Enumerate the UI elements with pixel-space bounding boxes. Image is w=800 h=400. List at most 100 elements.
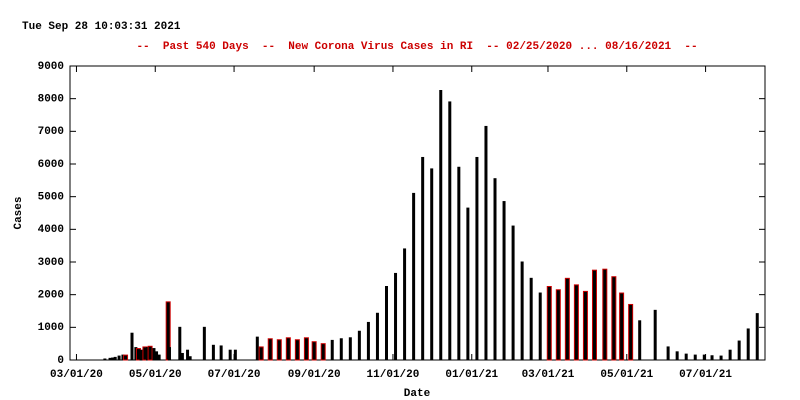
bar <box>311 341 317 361</box>
timestamp: Tue Sep 28 10:03:31 2021 <box>22 21 181 33</box>
bar <box>403 248 407 361</box>
bar <box>493 178 497 361</box>
y-tick-label: 4000 <box>38 224 64 236</box>
bar <box>157 354 161 361</box>
bar <box>320 343 326 361</box>
bar <box>384 286 388 361</box>
x-tick-label: 07/01/20 <box>208 369 261 381</box>
bar <box>602 268 608 361</box>
bar <box>421 156 425 361</box>
bar <box>448 101 452 361</box>
bar <box>366 321 370 361</box>
bar <box>276 339 282 361</box>
bar <box>186 349 190 361</box>
bar <box>520 261 524 361</box>
bar <box>684 353 688 361</box>
bar <box>357 330 361 361</box>
bar <box>348 337 352 361</box>
bar <box>294 339 300 361</box>
bar <box>233 349 237 361</box>
x-tick-label: 05/01/21 <box>600 369 653 381</box>
bar <box>117 355 121 361</box>
bar <box>188 356 192 361</box>
y-tick-label: 6000 <box>38 159 64 171</box>
y-tick-label: 9000 <box>38 61 64 73</box>
bar <box>111 357 115 361</box>
bar <box>591 269 597 361</box>
bar <box>228 349 232 361</box>
bar <box>737 340 741 361</box>
y-tick-label: 8000 <box>38 94 64 106</box>
bar <box>339 338 343 361</box>
bar <box>155 351 159 361</box>
bar <box>285 337 291 361</box>
bar <box>502 201 506 361</box>
bar <box>178 326 182 361</box>
bar <box>511 225 515 361</box>
bar <box>267 338 273 361</box>
bar <box>728 349 732 361</box>
bar <box>202 326 206 361</box>
chart-title: -- Past 540 Days -- New Corona Virus Cas… <box>136 41 697 53</box>
bar <box>564 277 570 361</box>
y-tick-label: 0 <box>57 355 64 367</box>
bar <box>555 289 561 361</box>
y-tick-label: 5000 <box>38 192 64 204</box>
bar <box>675 351 679 361</box>
x-axis-label: Date <box>404 388 431 400</box>
bar <box>475 156 479 361</box>
bar <box>538 292 542 361</box>
bar <box>330 339 334 361</box>
bar <box>710 355 714 361</box>
bar <box>303 337 309 361</box>
y-tick-label: 1000 <box>38 322 64 334</box>
bar <box>546 286 552 361</box>
x-tick-label: 01/01/21 <box>445 369 498 381</box>
y-tick-label: 7000 <box>38 126 64 138</box>
bar <box>130 332 134 361</box>
x-tick-label: 07/01/21 <box>679 369 732 381</box>
bar <box>702 354 706 361</box>
bar <box>123 354 129 361</box>
bar <box>573 284 579 361</box>
y-tick-label: 3000 <box>38 257 64 269</box>
bar <box>619 292 625 361</box>
x-tick-label: 09/01/20 <box>288 369 341 381</box>
bar <box>582 290 588 361</box>
bar <box>113 356 117 361</box>
x-tick-label: 05/01/20 <box>129 369 182 381</box>
bar <box>755 313 759 361</box>
x-tick-label: 03/01/21 <box>522 369 575 381</box>
x-tick-label: 11/01/20 <box>367 369 420 381</box>
bar <box>412 192 416 361</box>
bar <box>430 168 434 361</box>
bar <box>457 166 461 361</box>
bar <box>666 346 670 361</box>
bar <box>693 354 697 361</box>
y-axis-label: Cases <box>13 196 25 229</box>
bar <box>466 207 470 361</box>
bar <box>611 276 617 361</box>
bar <box>255 336 259 361</box>
bar <box>139 349 143 361</box>
bar <box>394 272 398 361</box>
bar <box>103 358 107 361</box>
plot-frame <box>69 65 766 361</box>
bar <box>484 125 488 361</box>
bar <box>167 347 171 361</box>
bar <box>439 90 443 361</box>
bar <box>628 303 634 361</box>
bar <box>638 320 642 361</box>
bar <box>108 357 112 361</box>
bar <box>219 345 223 361</box>
bar <box>211 344 215 361</box>
bar <box>258 346 264 361</box>
bar <box>152 348 156 361</box>
bar <box>147 345 153 361</box>
bar <box>375 312 379 361</box>
x-tick-label: 03/01/20 <box>50 369 103 381</box>
bar <box>529 277 533 361</box>
y-tick-label: 2000 <box>38 290 64 302</box>
